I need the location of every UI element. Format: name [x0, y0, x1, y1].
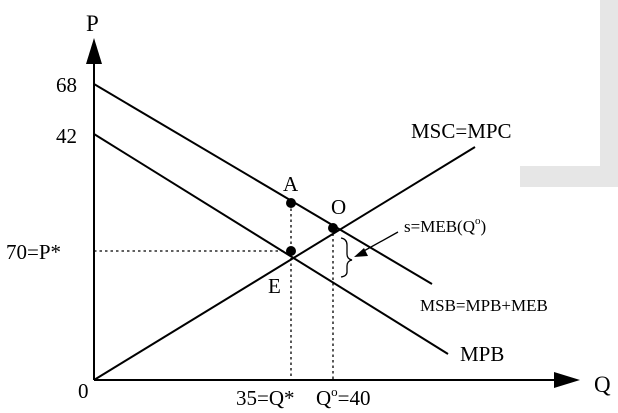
y-axis-label: P — [86, 11, 99, 36]
x-tick-q-o: Qo=40 — [316, 384, 371, 410]
meb-annotation-superscript: o — [475, 215, 481, 227]
x-axis-label: Q — [594, 372, 611, 397]
point-o-label: O — [331, 195, 346, 219]
x-tick-q-o-value: =40 — [338, 386, 371, 410]
mpb-curve — [93, 133, 449, 355]
x-tick-q-star: 35=Q* — [236, 386, 295, 410]
x-axis-arrowhead — [554, 372, 580, 388]
y-tick-42: 42 — [56, 124, 77, 148]
x-tick-q-o-superscript: o — [331, 384, 338, 399]
annotation-arrow-line — [361, 231, 399, 253]
point-a-label: A — [283, 172, 299, 196]
meb-brace — [340, 237, 353, 278]
annotation-arrow-head — [354, 248, 368, 257]
origin-label: 0 — [78, 379, 89, 403]
msb-curve — [93, 83, 433, 285]
msc-curve — [93, 146, 476, 381]
y-tick-68: 68 — [56, 73, 77, 97]
x-tick-q-o-base: Q — [316, 386, 331, 410]
meb-annotation: s=MEB(Qo) — [404, 215, 486, 236]
mpb-label: MPB — [460, 342, 504, 366]
y-axis-arrowhead — [86, 38, 102, 64]
y-tick-p-star: 70=P* — [6, 240, 61, 264]
background-panel — [520, 0, 618, 187]
point-e-label: E — [268, 274, 281, 298]
point-e-dot — [286, 246, 296, 256]
point-o-dot — [328, 223, 338, 233]
msc-label: MSC=MPC — [411, 119, 512, 143]
point-a-dot — [286, 198, 296, 208]
meb-annotation-text: s=MEB(Q — [404, 217, 475, 236]
msb-label: MSB=MPB+MEB — [420, 296, 548, 315]
meb-annotation-close: ) — [480, 217, 486, 236]
